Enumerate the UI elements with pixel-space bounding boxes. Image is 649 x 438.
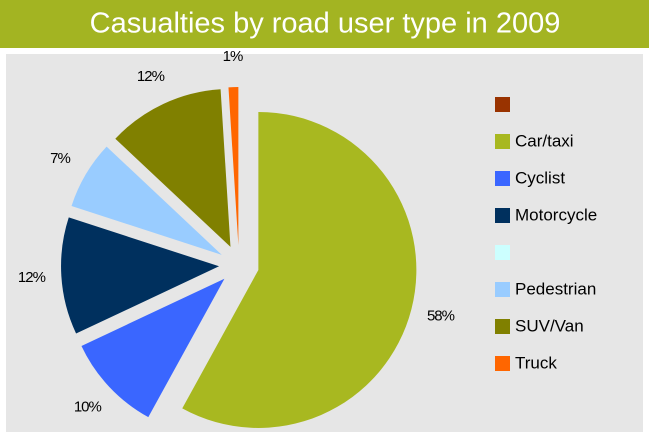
data-label: 7% <box>50 150 70 167</box>
legend-label: Cyclist <box>515 168 565 187</box>
pie-slice <box>61 217 220 334</box>
legend-label: Car/taxi <box>515 131 574 150</box>
pie-slice <box>182 111 417 428</box>
legend-swatch <box>495 319 510 334</box>
legend-label: Motorcycle <box>515 205 597 224</box>
data-label: 1% <box>223 48 243 65</box>
legend-swatch <box>495 97 510 112</box>
legend-swatch <box>495 356 510 371</box>
data-label: 12% <box>18 269 46 286</box>
data-label: 58% <box>427 308 455 325</box>
pie-slice <box>228 87 239 246</box>
pie-slice <box>71 146 222 255</box>
legend-label: Pedestrian <box>515 279 596 298</box>
chart-title: Casualties by road user type in 2009 <box>90 8 561 40</box>
legend-swatch <box>495 245 510 260</box>
data-label: 10% <box>74 398 102 415</box>
legend-label: Truck <box>515 353 557 372</box>
title-bar <box>0 0 649 48</box>
legend-swatch <box>495 134 510 149</box>
pie-slice <box>69 209 220 259</box>
legend-swatch <box>495 171 510 186</box>
legend-swatch <box>495 208 510 223</box>
pie-slice <box>81 278 225 418</box>
legend-swatch <box>495 282 510 297</box>
legend-label: SUV/Van <box>515 316 584 335</box>
data-label: 12% <box>137 68 165 85</box>
pie-slice <box>115 89 231 247</box>
